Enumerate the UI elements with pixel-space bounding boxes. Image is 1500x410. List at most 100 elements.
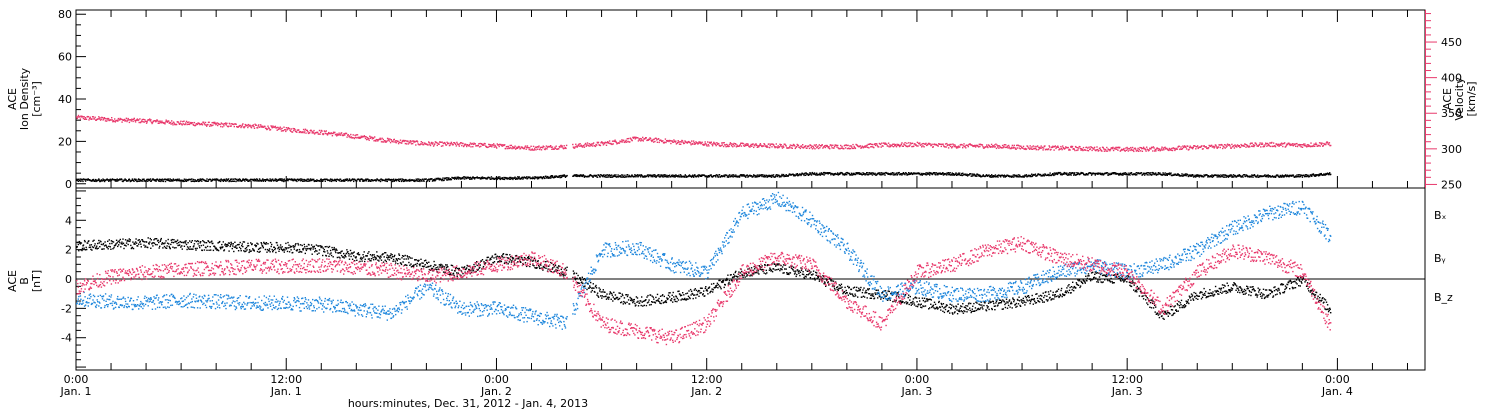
- density-series-point: [499, 176, 501, 178]
- density-series-point: [1122, 174, 1124, 176]
- velocity-series-point: [1269, 142, 1271, 144]
- density-series-point: [1166, 172, 1168, 175]
- velocity-series-point: [781, 146, 783, 148]
- density-series-point: [1070, 172, 1073, 175]
- velocity-series-point: [1125, 147, 1127, 149]
- density-series-point: [607, 176, 609, 178]
- density-series-point: [674, 176, 676, 178]
- velocity-series-point: [1189, 145, 1191, 147]
- density-series-point: [824, 173, 826, 175]
- density-series-point: [740, 174, 742, 176]
- bx-series-point: [191, 248, 193, 250]
- density-series-point: [1233, 176, 1235, 178]
- density-series-point: [178, 179, 180, 182]
- velocity-series-point: [808, 147, 811, 150]
- velocity-series-point: [252, 125, 254, 127]
- density-series-point: [1059, 171, 1061, 174]
- velocity-series-point: [1168, 147, 1171, 150]
- density-series-point: [1054, 174, 1056, 176]
- bx-series-point: [229, 245, 231, 248]
- density-series-point: [640, 176, 642, 178]
- velocity-series-point: [690, 144, 692, 146]
- velocity-series-point: [1006, 145, 1009, 147]
- density-series-point: [390, 179, 392, 182]
- velocity-series-point: [810, 146, 812, 149]
- bx-series-point: [255, 245, 258, 247]
- bx-series-point: [102, 243, 104, 246]
- velocity-series-point: [523, 147, 525, 150]
- density-series-point: [559, 176, 561, 179]
- density-series-point: [296, 180, 298, 183]
- density-series-point: [1013, 176, 1015, 178]
- density-series-point: [610, 174, 612, 177]
- density-series-point: [925, 172, 927, 174]
- velocity-series-point: [359, 136, 362, 139]
- density-series-point: [879, 174, 881, 176]
- density-series-point: [1274, 175, 1276, 178]
- velocity-series-point: [364, 135, 366, 138]
- density-series-point: [210, 180, 212, 182]
- density-series-point: [386, 178, 388, 181]
- velocity-series-point: [280, 128, 282, 130]
- velocity-series-point: [835, 144, 838, 146]
- velocity-series-point: [1082, 146, 1085, 149]
- density-series-point: [1121, 174, 1123, 176]
- density-series-point: [797, 175, 799, 177]
- velocity-series-point: [1224, 147, 1226, 149]
- density-series-point: [504, 176, 507, 179]
- density-series-point: [650, 175, 652, 178]
- velocity-series-point: [319, 133, 321, 135]
- bx-series-point: [196, 247, 198, 250]
- bx-series-point: [117, 240, 119, 243]
- velocity-series-point: [358, 136, 361, 138]
- density-series-point: [880, 172, 882, 174]
- bx-series-point: [129, 240, 131, 243]
- bx-series-point: [241, 243, 243, 245]
- density-series-point: [118, 179, 120, 181]
- velocity-series-point: [1219, 146, 1221, 149]
- velocity-series-point: [727, 144, 729, 146]
- velocity-series-point: [389, 141, 392, 144]
- density-series-point: [1135, 172, 1137, 174]
- velocity-series-point: [283, 126, 285, 128]
- velocity-series-point: [990, 146, 992, 148]
- density-series-point: [868, 173, 870, 176]
- density-series-point: [766, 176, 768, 178]
- velocity-series-point: [1214, 146, 1216, 148]
- density-series-point: [942, 174, 945, 176]
- density-series-point: [1079, 173, 1082, 175]
- velocity-series-point: [852, 147, 855, 150]
- velocity-series-point: [1314, 143, 1316, 146]
- density-series-point: [901, 174, 903, 176]
- density-series-point: [1195, 175, 1197, 177]
- bx-series-point: [175, 240, 178, 243]
- velocity-series-point: [1062, 145, 1064, 147]
- velocity-series-point: [869, 143, 871, 145]
- velocity-series-point: [762, 145, 765, 147]
- velocity-series-point: [940, 143, 942, 145]
- density-series-point: [514, 178, 517, 180]
- density-series-point: [472, 176, 474, 178]
- velocity-series-point: [97, 118, 99, 120]
- velocity-series-point: [229, 123, 231, 125]
- velocity-series-point: [343, 133, 345, 135]
- density-series-point: [272, 178, 274, 180]
- velocity-series-point: [210, 125, 213, 127]
- velocity-series-point: [201, 122, 203, 125]
- velocity-series-point: [578, 143, 580, 145]
- velocity-series-point: [947, 144, 949, 146]
- bx-series-point: [202, 240, 204, 242]
- density-series-point: [805, 174, 807, 176]
- bx-series-point: [192, 246, 195, 248]
- velocity-series-point: [591, 145, 594, 147]
- density-series-point: [808, 173, 811, 176]
- velocity-series-point: [428, 142, 430, 144]
- density-series-point: [401, 180, 403, 182]
- density-series-point: [149, 178, 151, 180]
- bx-series-point: [223, 250, 225, 252]
- velocity-series-point: [98, 118, 101, 120]
- density-series-point: [219, 179, 221, 181]
- density-series-point: [342, 180, 344, 182]
- velocity-series-point: [627, 140, 629, 143]
- velocity-series-point: [596, 144, 598, 146]
